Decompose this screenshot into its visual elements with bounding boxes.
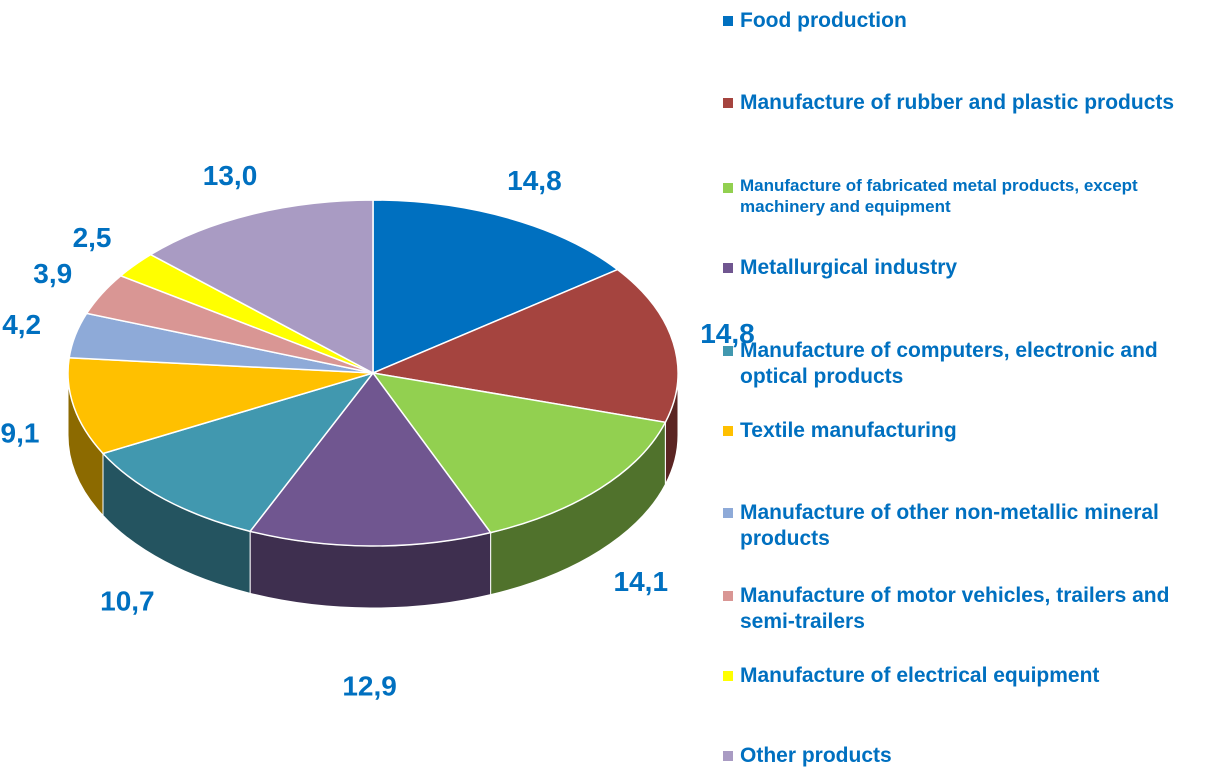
legend-swatch: [723, 671, 733, 681]
slice: [372, 199, 619, 375]
data-label: 9,1: [1, 417, 40, 448]
legend-label: Other products: [740, 744, 892, 767]
data-label: 12,9: [342, 670, 397, 701]
legend-entry: Manufacture of other non-metallic minera…: [720, 500, 1200, 552]
data-label: 14,8: [507, 165, 562, 196]
legend-swatch: [723, 346, 733, 356]
legend-label: Manufacture of computers, electronic and…: [740, 339, 1158, 388]
slice: [371, 371, 667, 534]
legend-swatch: [723, 98, 733, 108]
data-label: 10,7: [100, 586, 155, 617]
legend-label: Manufacture of motor vehicles, trailers …: [740, 584, 1170, 633]
legend-entry: Manufacture of rubber and plastic produc…: [720, 90, 1200, 116]
legend-label: Manufacture of fabricated metal products…: [740, 176, 1138, 216]
legend-entry: Food production: [720, 8, 1200, 34]
slice: [248, 371, 492, 547]
legend-entry: Manufacture of fabricated metal products…: [720, 175, 1200, 217]
legend-label: Manufacture of other non-metallic minera…: [740, 501, 1159, 550]
legend-swatch: [723, 508, 733, 518]
legend-entry: Metallurgical industry: [720, 255, 1200, 281]
legend-swatch: [723, 426, 733, 436]
legend-swatch: [723, 591, 733, 601]
data-label: 3,9: [33, 258, 72, 289]
data-label: 14,8: [700, 318, 755, 349]
legend-label: Manufacture of rubber and plastic produc…: [740, 91, 1175, 114]
data-label: 13,0: [203, 160, 258, 191]
legend-entry: Manufacture of computers, electronic and…: [720, 338, 1200, 390]
data-label: 2,5: [73, 222, 112, 253]
data-label: 4,2: [2, 309, 41, 340]
slice: [101, 371, 376, 533]
legend-entry: Other products: [720, 743, 1200, 769]
legend-swatch: [723, 183, 733, 193]
legend-swatch: [723, 263, 733, 273]
data-label: 14,1: [614, 566, 669, 597]
legend-label: Textile manufacturing: [740, 419, 957, 442]
legend-label: Manufacture of electrical equipment: [740, 664, 1100, 687]
legend-swatch: [723, 16, 733, 26]
slice: [149, 199, 374, 375]
legend-swatch: [723, 751, 733, 761]
slice: [67, 357, 374, 455]
legend-label: Food production: [740, 9, 907, 32]
legend-entry: Manufacture of electrical equipment: [720, 663, 1200, 689]
legend-label: Metallurgical industry: [740, 256, 958, 279]
slice: [370, 268, 679, 424]
legend-entry: Manufacture of motor vehicles, trailers …: [720, 583, 1200, 635]
legend-entry: Textile manufacturing: [720, 418, 1200, 444]
